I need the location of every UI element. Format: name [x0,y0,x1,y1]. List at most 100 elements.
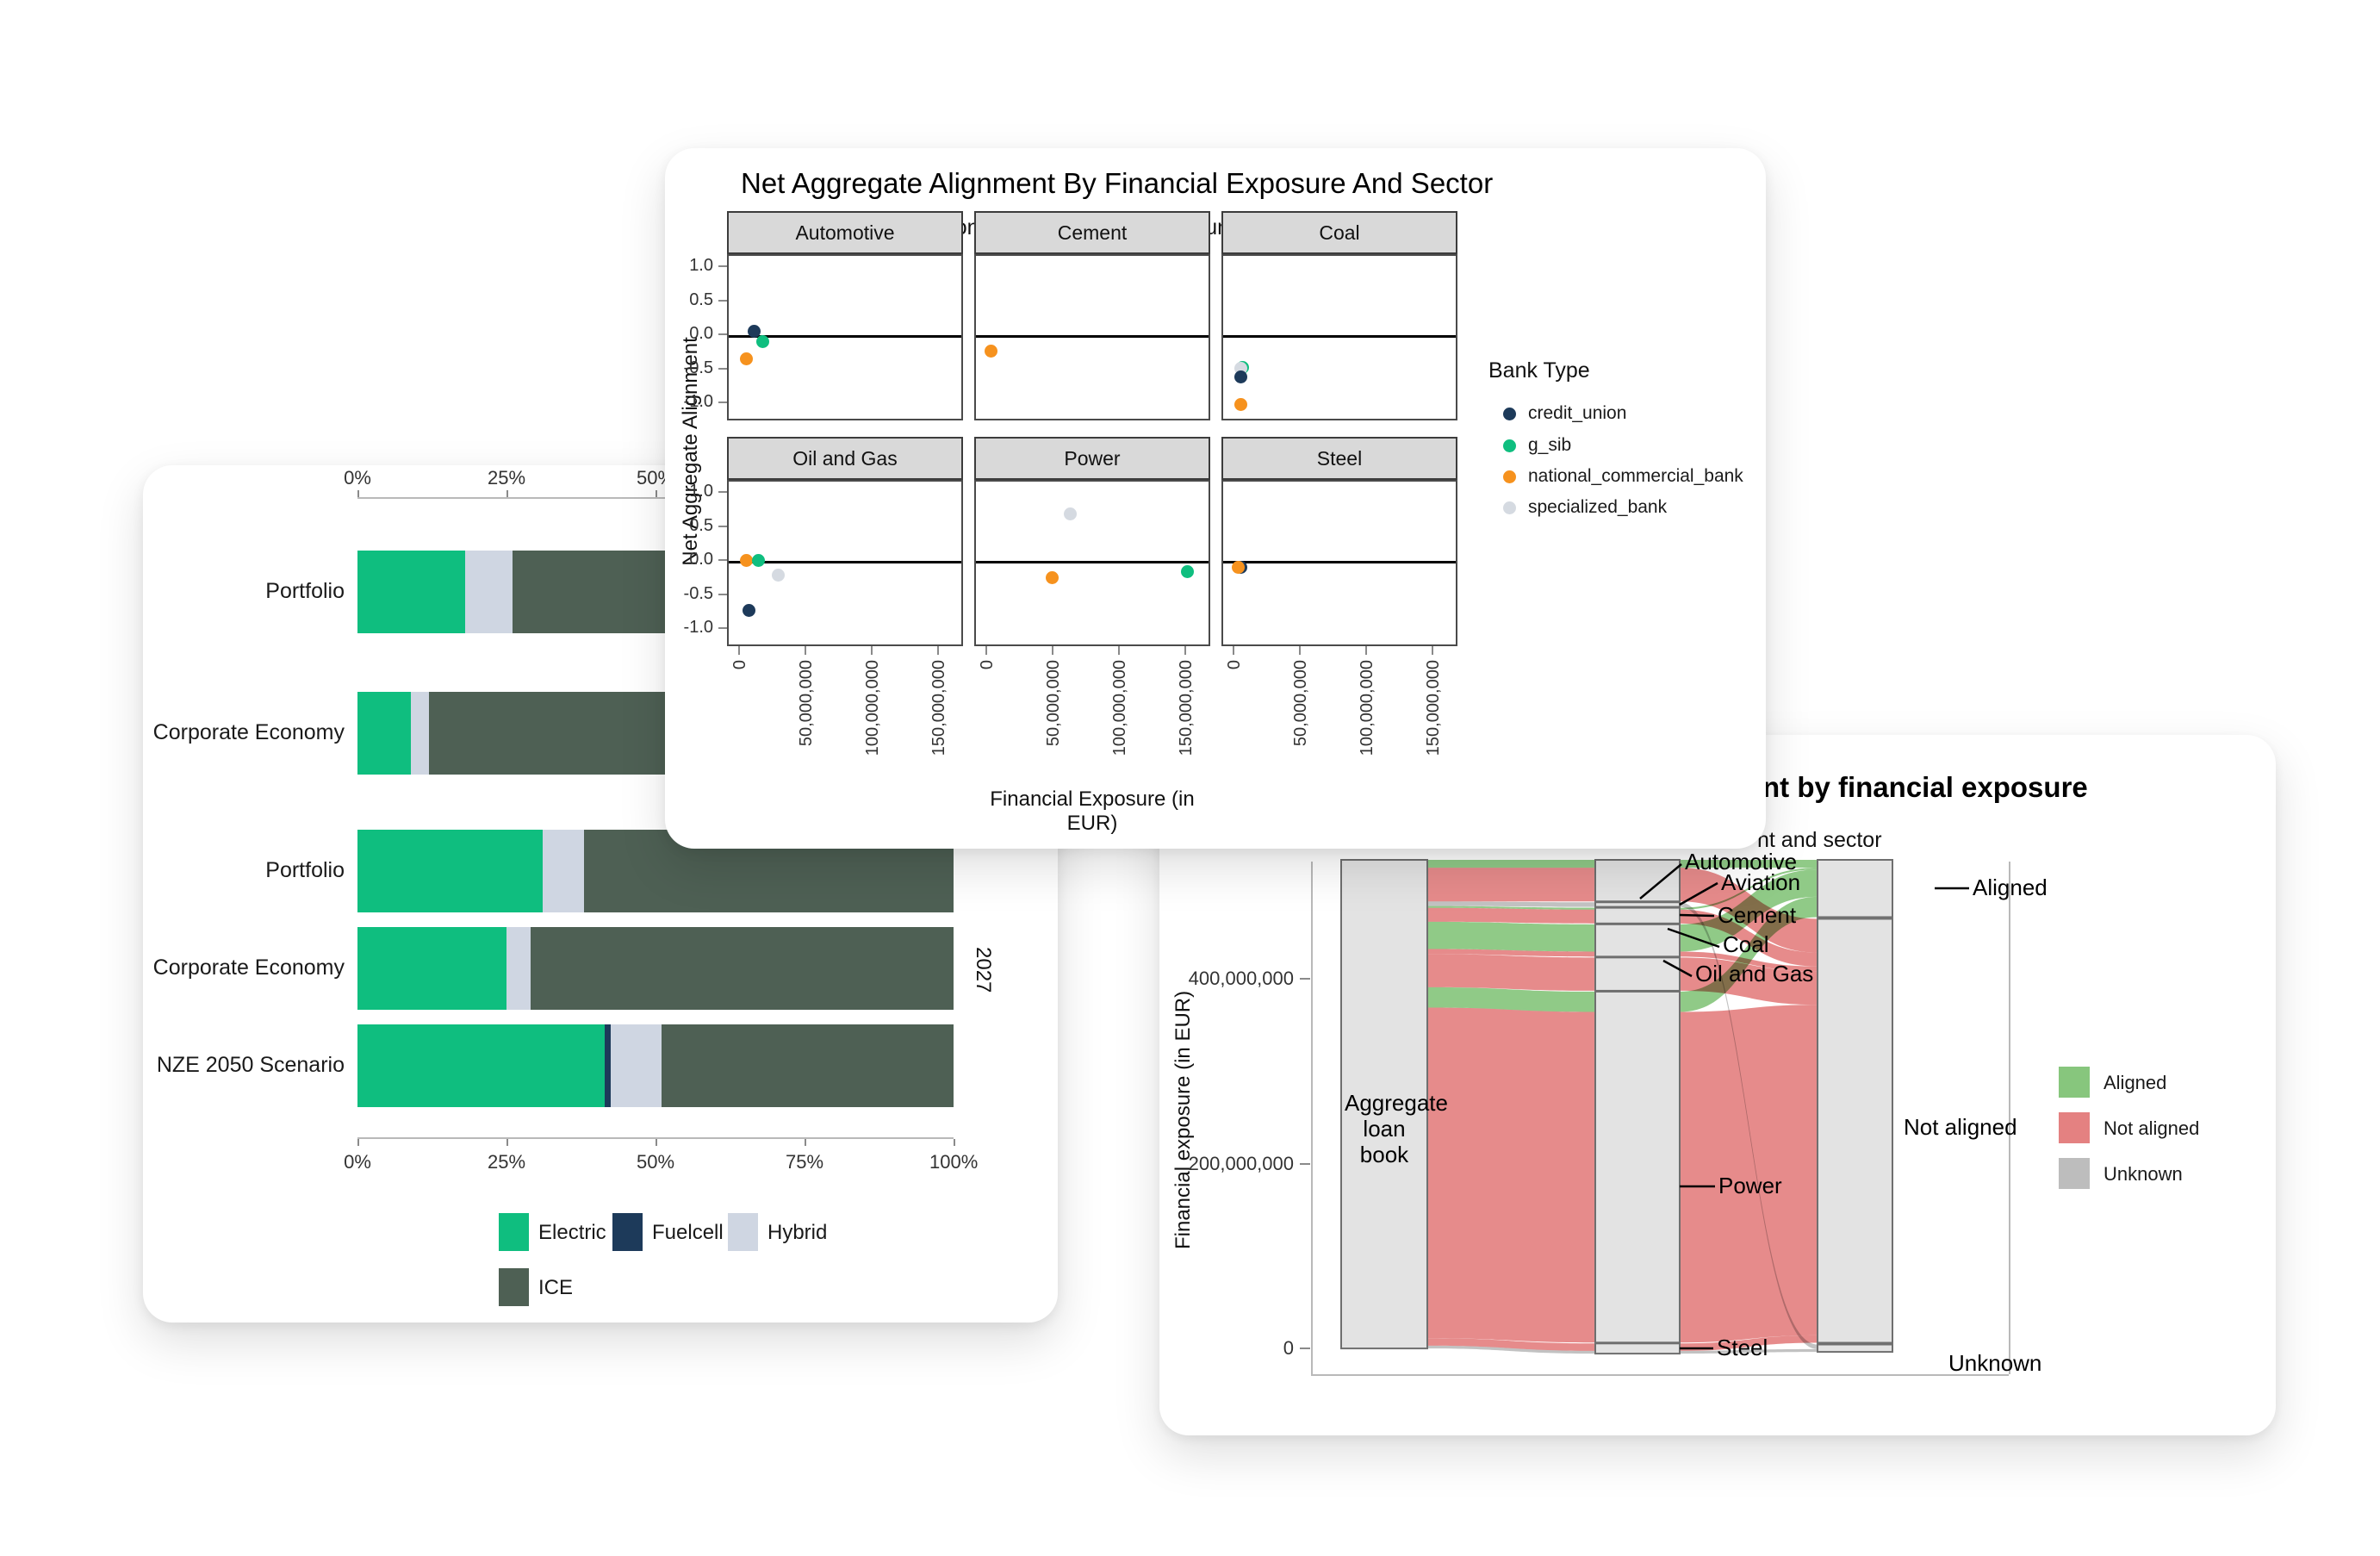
flow-automotive-not-aligned [1427,868,1595,902]
x-axis-tick-label: 100,000,000 [863,660,882,756]
top-axis-tick [357,490,359,497]
node-aligned [1817,859,1893,918]
sankey-legend-swatch-unknown [2059,1158,2090,1189]
leader-line-automotive [1639,863,1682,899]
top-axis-line [357,497,954,499]
legend-swatch-ice [499,1268,529,1306]
bar-segment-electric [357,692,412,775]
bar-chart-legend: Electric Fuelcell Hybrid ICE [143,465,1058,1323]
node-coal [1594,923,1681,958]
sankey-legend-label-unknown: Unknown [2103,1163,2183,1185]
x-axis-tick [738,646,740,655]
flow-aviation-unknown [1680,902,1818,1349]
bar-row-label: Corporate Economy [152,955,345,980]
bar-segment-ice [661,1024,954,1107]
scatter-point-credit_union [748,325,761,339]
label-automotive: Automotive [1685,849,1798,874]
facet-strip-steel: Steel [1221,437,1457,480]
scatter-point-g_sib [752,553,766,567]
bottom-axis-tick-label: 50% [636,1151,675,1173]
y-axis-tick [718,367,727,370]
bar-row-label: Corporate Economy [152,720,345,744]
x-axis-tick [985,646,987,655]
node-unknown [1817,1343,1893,1354]
bank-legend-dot-credit_union [1503,408,1516,420]
bank-legend-dot-g_sib [1503,439,1516,452]
x-axis-tick-label: 150,000,000 [1177,660,1196,756]
legend-swatch-fuelcell [612,1213,643,1251]
plot-border-right [2009,862,2010,1374]
node-cement [1594,906,1681,924]
sankey-legend-label-aligned: Aligned [2103,1072,2167,1093]
y-axis-tick-label: -1.0 [683,392,713,411]
bank-legend-label-national_commercial_bank: national_commercial_bank [1528,466,1743,486]
bottom-axis-tick [357,1139,359,1146]
flow-steel-not-aligned [1680,1335,1818,1351]
facet-panel-automotive [727,254,963,420]
bottom-axis-tick-label: 25% [487,1151,526,1173]
x-axis-tick [805,646,806,655]
bar-row-label: NZE 2050 Scenario [156,1053,345,1077]
bar-segment-ice [530,927,954,1010]
bottom-axis-tick [656,1139,657,1146]
x-axis-tick [871,646,873,655]
label-power: Power [1718,1173,1782,1198]
top-axis-tick-label: 25% [487,467,526,489]
scatter-title: Net Aggregate Alignment By Financial Exp… [741,167,1494,199]
y-axis-tick-label: -0.5 [683,358,713,377]
x-axis-tick-label: 100,000,000 [1358,660,1376,756]
x-axis-tick-label: 50,000,000 [1291,660,1310,747]
facet-strip-automotive: Automotive [727,211,963,254]
bank-legend-label-specialized_bank: specialized_bank [1528,497,1668,517]
x-axis-tick-label: 0 [978,660,997,670]
stacked-bar [357,1024,954,1107]
sankey-title: nt by financial exposure [1762,771,2088,803]
scatter-point-g_sib [1181,565,1194,579]
leader-line-aviation [1679,881,1718,906]
facet-panel-coal [1221,254,1457,420]
bar-segment-hybrid [542,830,584,912]
bar-segment-hybrid [611,1024,662,1107]
node-not-aligned [1817,918,1893,1344]
x-axis-tick [1118,646,1120,655]
bar-segment-electric [357,1024,606,1107]
flow-power-aligned [1427,987,1595,1012]
zero-reference-line [976,561,1209,563]
node-power [1594,990,1681,1344]
bar-row-label: Portfolio [265,579,345,603]
scatter-point-national_commercial_bank [985,344,998,358]
scatter-point-specialized_bank [772,569,786,582]
bar-segment-hybrid [464,551,513,633]
scatter-facets-area: Automotive 1.0 0.5 0.0 -0.5 -1.0 Cement Coal Oil… [665,148,1766,849]
bottom-axis-line [357,1137,954,1139]
x-axis-tick-label: 100,000,000 [1110,660,1129,756]
facet-panel-oil-and-gas [727,480,963,646]
sankey-y-tick [1300,1162,1310,1165]
sankey-legend-swatch-aligned [2059,1067,2090,1098]
bank-legend-label-credit_union: credit_union [1528,403,1627,423]
bar-segment-electric [357,551,465,633]
y-axis-tick [718,299,727,302]
scatter-point-specialized_bank [1064,507,1078,520]
y-axis-tick-label: 0.0 [689,550,713,569]
x-axis-tick-label: 50,000,000 [797,660,816,747]
scatter-legend-title: Bank Type [1488,358,1590,383]
facet-strip-power: Power [974,437,1210,480]
scatter-point-credit_union [1234,370,1248,383]
flow-power-aligned [1680,896,1818,1012]
y-axis-tick [718,401,727,403]
bar-segment-electric [357,927,506,1010]
y-axis-tick [718,627,727,629]
flow-aviation-unknown [1427,901,1595,907]
flow-oil-and-gas-not-aligned [1680,957,1818,1005]
bottom-axis-tick-label: 75% [785,1151,824,1173]
top-axis-tick-label: 0% [344,467,371,489]
sankey-y-tick [1300,978,1310,980]
facet-strip-coal: Coal [1221,211,1457,254]
node-automotive [1594,859,1681,903]
legend-swatch-hybrid [728,1213,758,1251]
legend-label-hybrid: Hybrid [767,1221,828,1244]
node-aviation [1594,901,1681,908]
plot-border-bottom [1311,1374,2009,1376]
x-axis-tick-label: 150,000,000 [929,660,948,756]
